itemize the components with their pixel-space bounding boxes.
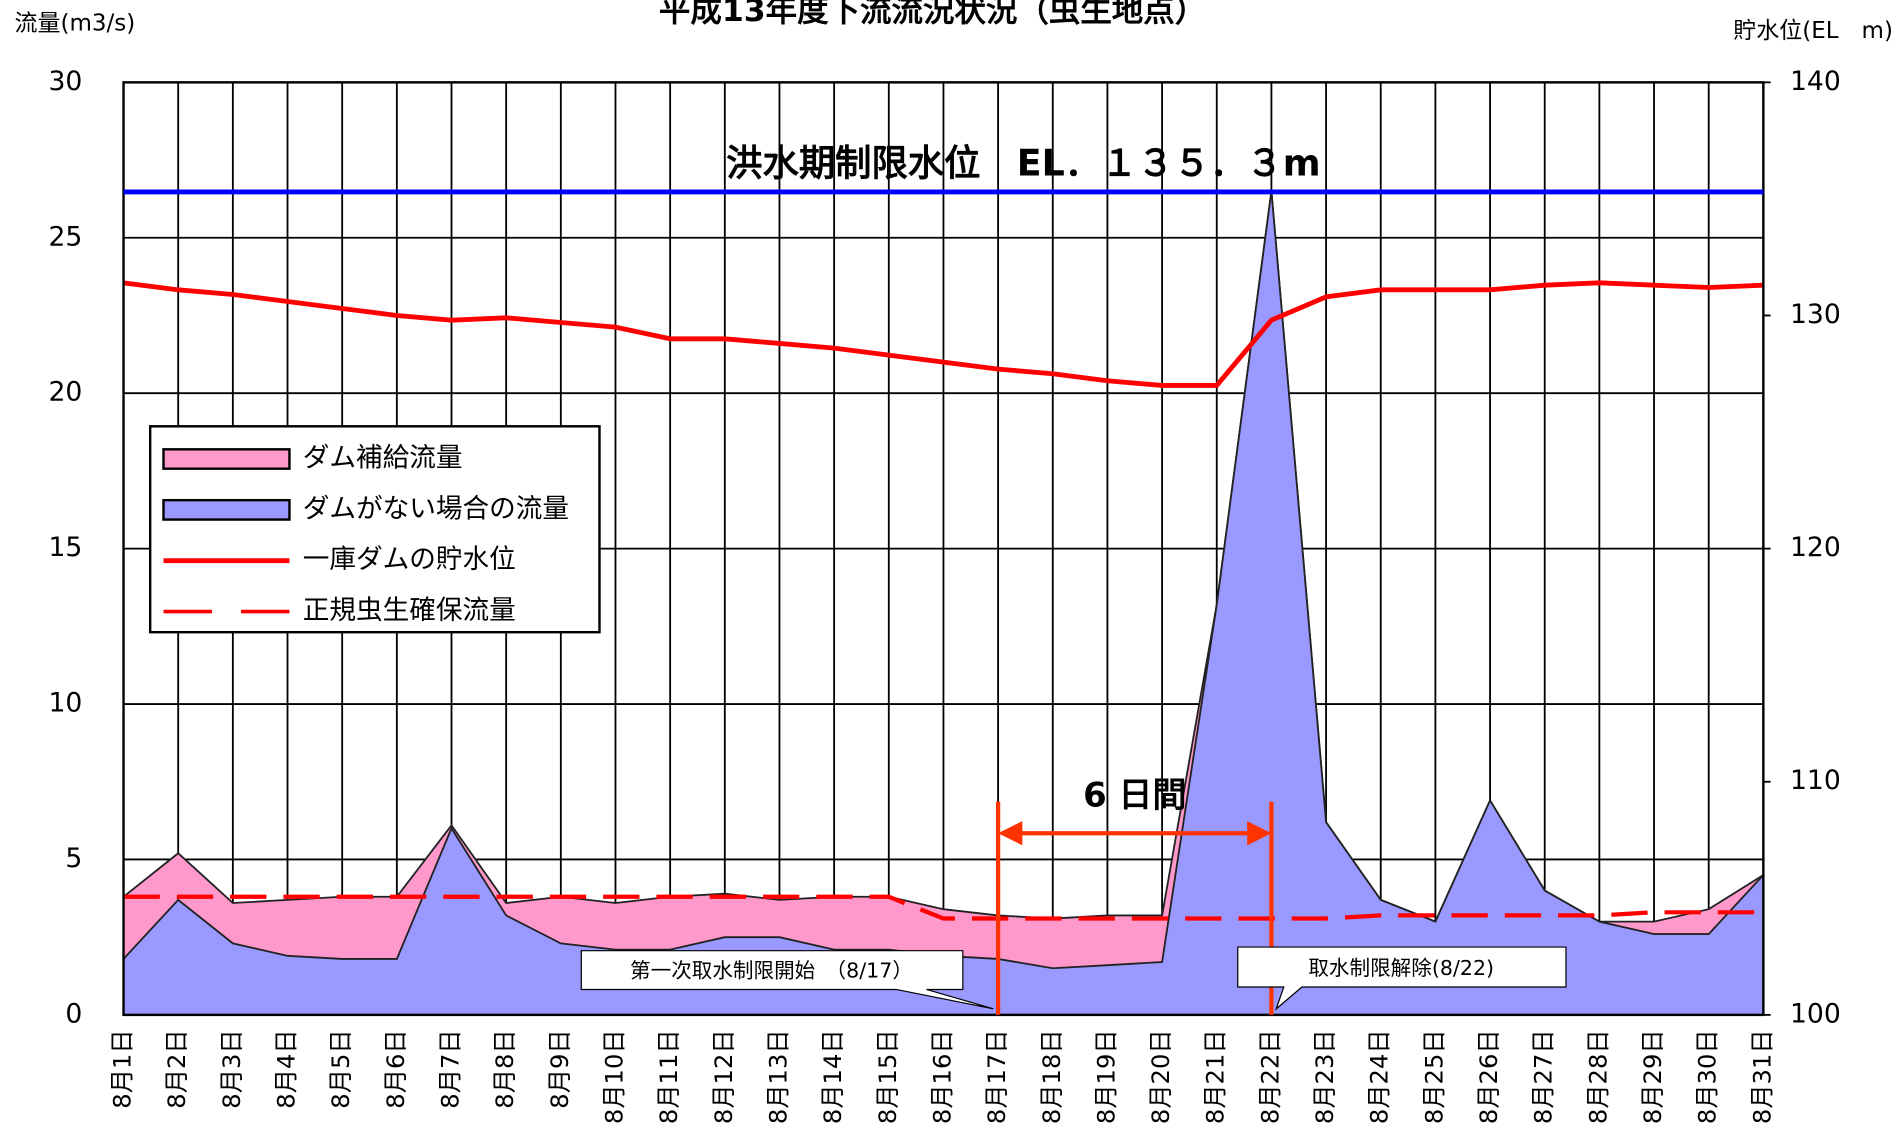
x-tick-label: 8月7日 <box>436 1029 464 1108</box>
legend-label: ダムがない場合の流量 <box>303 493 569 524</box>
x-tick-label: 8月19日 <box>1092 1029 1120 1124</box>
x-tick-label: 8月2日 <box>163 1029 191 1108</box>
dashed-line <box>123 894 1764 921</box>
x-tick-label: 8月21日 <box>1202 1029 1230 1124</box>
x-tick-label: 8月10日 <box>600 1029 628 1124</box>
callout <box>580 950 994 1010</box>
y-tick-label: 5 <box>65 843 82 874</box>
arrow-head <box>1247 821 1272 846</box>
legend-swatch <box>162 498 291 521</box>
y-tick-label: 20 <box>48 377 82 408</box>
y2-tick-label: 110 <box>1790 765 1841 796</box>
y-tick-label: 10 <box>48 688 82 719</box>
x-tick-label: 8月4日 <box>273 1029 301 1108</box>
chart-title: 平成13年度下流流況状況（虫生地点） <box>659 0 1206 29</box>
legend-label: ダム補給流量 <box>303 443 463 474</box>
x-tick-label: 8月1日 <box>109 1029 137 1108</box>
x-tick-label: 8月16日 <box>928 1029 956 1124</box>
y-tick-label: 15 <box>48 532 82 563</box>
x-tick-label: 8月8日 <box>491 1029 519 1108</box>
x-tick-label: 8月23日 <box>1311 1029 1339 1124</box>
y2-tick-label: 130 <box>1790 299 1841 330</box>
callout-text: 取水制限解除(8/22) <box>1308 956 1494 980</box>
y-tick-label: 0 <box>65 998 82 1029</box>
x-tick-label: 8月15日 <box>874 1029 902 1124</box>
x-tick-label: 8月28日 <box>1584 1029 1612 1124</box>
x-tick-label: 8月30日 <box>1694 1029 1722 1124</box>
x-tick-label: 8月14日 <box>819 1029 847 1124</box>
y-tick-label: 25 <box>48 221 82 252</box>
y-tick-label: 30 <box>48 66 82 97</box>
x-tick-label: 8月12日 <box>710 1029 738 1124</box>
y-axis-label: 流量(m3/s) <box>15 11 136 37</box>
area <box>122 191 1765 1016</box>
y2-tick-label: 100 <box>1790 998 1841 1029</box>
legend-label: 一庫ダムの貯水位 <box>303 544 516 575</box>
legend-swatch <box>162 448 291 470</box>
callout-text: 第一次取水制限開始 （8/17） <box>630 958 913 982</box>
x-tick-label: 8月22日 <box>1256 1029 1284 1124</box>
x-tick-label: 8月24日 <box>1366 1029 1394 1124</box>
x-tick-label: 8月11日 <box>655 1029 683 1124</box>
y2-tick-label: 140 <box>1790 66 1841 97</box>
x-tick-label: 8月3日 <box>218 1029 246 1108</box>
x-tick-label: 8月9日 <box>546 1029 574 1108</box>
x-tick-label: 8月31日 <box>1748 1029 1776 1124</box>
x-tick-label: 8月13日 <box>764 1029 792 1124</box>
y2-tick-label: 120 <box>1790 532 1841 563</box>
x-tick-label: 8月17日 <box>983 1029 1011 1124</box>
callout <box>1237 946 1567 1011</box>
flood-limit-label: 洪水期制限水位 EL．１３５．３m <box>726 141 1320 184</box>
x-tick-label: 8月29日 <box>1639 1029 1667 1124</box>
x-tick-label: 8月25日 <box>1420 1029 1448 1124</box>
period-label: 6 日間 <box>1083 775 1186 814</box>
x-tick-label: 8月6日 <box>382 1029 410 1108</box>
line <box>123 280 1764 388</box>
arrow-head <box>998 821 1023 846</box>
x-tick-label: 8月5日 <box>327 1029 355 1108</box>
plot-border <box>122 81 1765 1017</box>
y2-axis-label: 貯水位(EL m) <box>1733 18 1893 44</box>
x-tick-label: 8月27日 <box>1530 1029 1558 1124</box>
x-tick-label: 8月20日 <box>1147 1029 1175 1124</box>
x-tick-label: 8月18日 <box>1038 1029 1066 1124</box>
x-tick-label: 8月26日 <box>1475 1029 1503 1124</box>
legend-label: 正規虫生確保流量 <box>303 595 516 626</box>
